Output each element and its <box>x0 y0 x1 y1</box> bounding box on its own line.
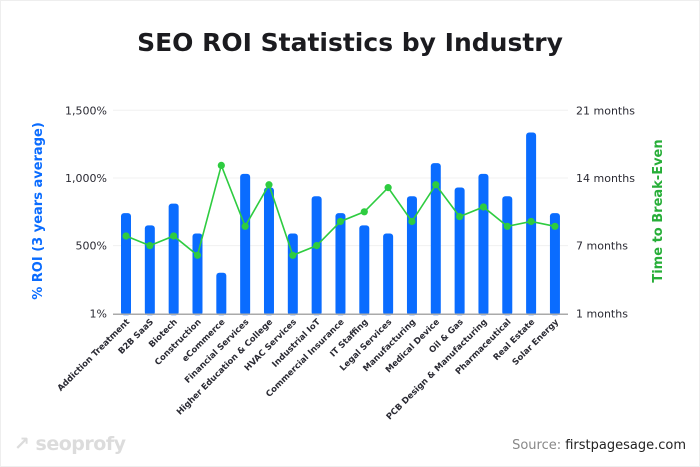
bar <box>502 196 513 316</box>
break-even-point <box>503 222 511 230</box>
bar <box>406 196 417 316</box>
y-tick-label: 500% <box>76 240 107 253</box>
y-tick-label: 1% <box>90 307 107 320</box>
y2-tick-label: 7 months <box>576 240 628 253</box>
break-even-point <box>551 222 559 230</box>
bar <box>478 173 489 316</box>
break-even-point <box>527 217 535 226</box>
y-axis-title: % ROI (3 years average) <box>31 122 46 300</box>
break-even-point <box>360 208 368 216</box>
bar <box>192 233 203 316</box>
break-even-point <box>217 161 225 169</box>
break-even-point <box>456 213 464 221</box>
break-even-point <box>265 181 273 189</box>
break-even-point <box>479 203 488 211</box>
chart-title: SEO ROI Statistics by Industry <box>137 28 563 57</box>
break-even-point <box>313 242 321 250</box>
category-label: Addiction Treatment <box>56 317 132 393</box>
break-even-point <box>146 242 154 250</box>
bar <box>263 187 274 316</box>
y2-tick-label: 14 months <box>576 172 635 185</box>
bar <box>454 187 465 316</box>
bar <box>240 173 251 316</box>
bar <box>383 233 394 316</box>
break-even-point <box>336 217 345 226</box>
source-note: Source: firstpagesage.com <box>512 438 686 453</box>
break-even-point <box>432 181 440 189</box>
seoprofy-logo: ↗ seoprofy <box>14 433 126 455</box>
bar <box>168 203 179 316</box>
y2-tick-label: 21 months <box>576 104 635 117</box>
source-prefix: Source: <box>512 438 566 453</box>
bar <box>144 225 155 316</box>
break-even-point <box>384 184 392 192</box>
y2-tick-label: 1 months <box>576 307 628 320</box>
bar <box>216 272 227 316</box>
break-even-point <box>241 222 249 230</box>
source-site: firstpagesage.com <box>565 438 686 453</box>
break-even-point <box>122 232 130 240</box>
bar <box>335 213 346 316</box>
break-even-point <box>408 217 416 226</box>
bar <box>121 213 131 316</box>
logo-text: seoprofy <box>35 433 126 455</box>
bar <box>430 163 441 316</box>
break-even-point <box>170 232 178 240</box>
break-even-point <box>193 251 202 259</box>
bar <box>359 225 370 316</box>
y-tick-label: 1,000% <box>65 172 107 185</box>
bar <box>311 196 322 316</box>
y-tick-label: 1,500% <box>65 104 107 117</box>
y2-axis-title: Time to Break-Even <box>651 139 666 282</box>
break-even-point <box>289 251 297 259</box>
bar <box>549 213 560 316</box>
